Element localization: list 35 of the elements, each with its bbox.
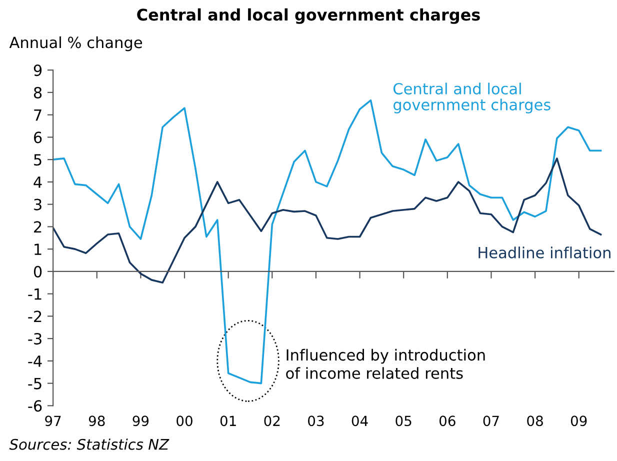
x-tick-label: 06 — [439, 416, 456, 426]
y-tick-label: -4 — [28, 356, 42, 367]
x-tick-label: 00 — [176, 416, 192, 426]
y-tick-label: -5 — [28, 378, 42, 390]
source-note: Sources: Statistics NZ — [9, 438, 170, 450]
y-tick-label: 0 — [34, 266, 42, 278]
y-tick-label: 8 — [34, 86, 42, 98]
x-tick-label: 09 — [570, 416, 587, 426]
y-tick-label: 5 — [34, 154, 42, 166]
y-tick-label: -3 — [28, 333, 42, 345]
y-tick-label: 4 — [34, 176, 42, 188]
series-label: Central and local government charges — [393, 82, 550, 114]
x-tick-label: 97 — [45, 416, 61, 426]
y-tick-label: 6 — [34, 132, 42, 144]
annotation: Influenced by introduction of income related rents — [286, 348, 485, 379]
y-tick-label: -6 — [28, 400, 42, 412]
y-tick-label: -2 — [28, 310, 42, 322]
x-tick-label: 99 — [132, 416, 149, 426]
y-tick-label: 7 — [34, 109, 42, 121]
x-tick-label: 05 — [396, 416, 412, 426]
x-tick-label: 04 — [352, 416, 368, 426]
x-tick-label: 01 — [220, 416, 236, 426]
y-tick-label: 1 — [34, 244, 42, 255]
y-tick-label: 9 — [34, 64, 42, 76]
x-tick-label: 02 — [264, 416, 280, 426]
x-tick-label: 08 — [527, 416, 543, 426]
y-axis-title: Annual % change — [9, 36, 142, 52]
x-tick-label: 03 — [308, 416, 324, 426]
x-tick-label: 98 — [88, 416, 105, 426]
y-tick-label: 2 — [34, 221, 42, 232]
chart-title: Central and local government charges — [137, 8, 480, 24]
x-tick-label: 07 — [483, 416, 499, 426]
y-tick-label: 3 — [34, 198, 42, 210]
y-tick-label: -1 — [28, 288, 42, 300]
series-label: Headline inflation — [478, 246, 610, 258]
